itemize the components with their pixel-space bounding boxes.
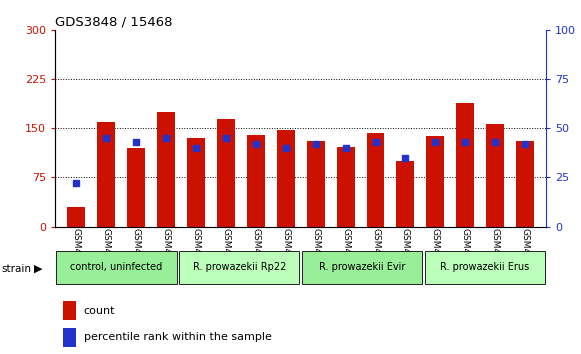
Text: strain: strain (2, 264, 32, 274)
Bar (67, 207, 85, 227)
Bar (456, 103, 474, 227)
Bar (396, 161, 414, 227)
Bar (56, 251, 177, 284)
Bar (336, 147, 354, 227)
Bar (302, 251, 422, 284)
Bar (127, 148, 145, 227)
Text: GDS3848 / 15468: GDS3848 / 15468 (55, 16, 173, 29)
Text: percentile rank within the sample: percentile rank within the sample (84, 332, 271, 342)
Bar (63, 327, 76, 347)
Bar (97, 122, 115, 227)
Text: R. prowazekii Evir: R. prowazekii Evir (319, 262, 405, 272)
Bar (425, 251, 545, 284)
Bar (516, 141, 534, 227)
Text: R. prowazekii Rp22: R. prowazekii Rp22 (193, 262, 286, 272)
Bar (307, 141, 325, 227)
Bar (426, 136, 444, 227)
Text: count: count (84, 306, 115, 316)
Bar (179, 251, 299, 284)
Bar (63, 301, 76, 320)
Text: control, uninfected: control, uninfected (70, 262, 163, 272)
Text: ▶: ▶ (34, 264, 42, 274)
Bar (217, 119, 235, 227)
Bar (486, 124, 504, 227)
Bar (367, 133, 385, 227)
Bar (277, 130, 295, 227)
Text: R. prowazekii Erus: R. prowazekii Erus (440, 262, 529, 272)
Bar (157, 112, 175, 227)
Bar (247, 135, 265, 227)
Bar (187, 138, 205, 227)
